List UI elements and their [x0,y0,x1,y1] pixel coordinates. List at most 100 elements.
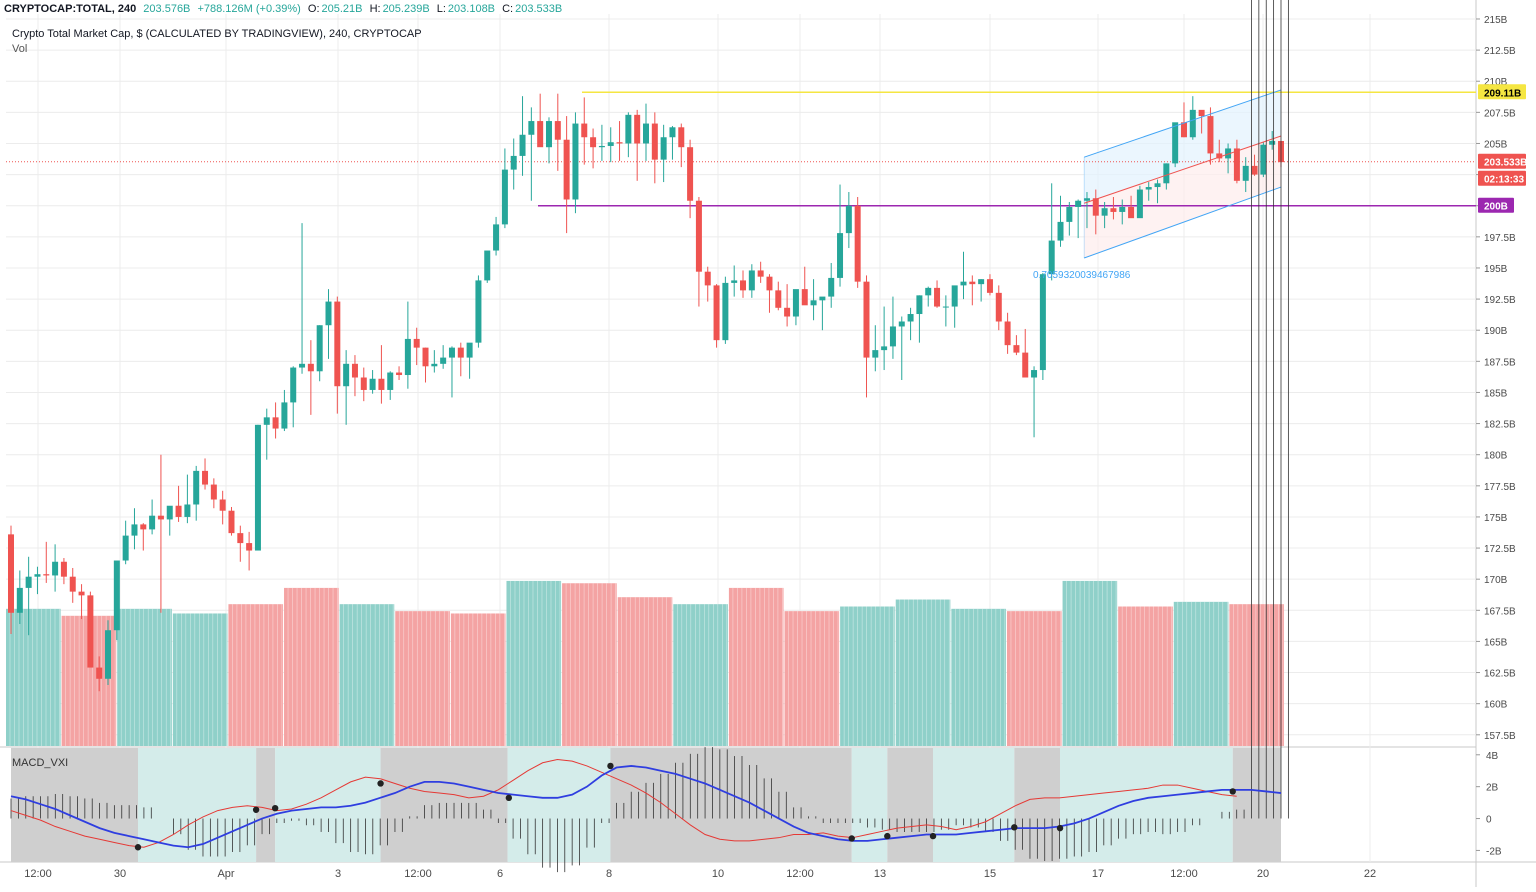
candle-body [25,576,32,588]
candle-body [784,307,791,317]
candle [210,478,217,509]
candle-body [387,372,394,390]
candle [951,285,958,328]
candle [1092,189,1099,235]
volume-bar [1173,601,1229,746]
macd-cross-point [1056,824,1064,832]
candle [942,295,949,327]
candle [863,275,870,398]
last-price-axis-label: 203.533B [1484,158,1527,169]
volume-bar [339,604,395,746]
candle-body [643,123,649,144]
candle [881,306,888,371]
low-value: 203.108B [447,3,496,15]
price-tick-label: 215B [1484,15,1508,26]
price-tick-label: 162.5B [1484,669,1516,680]
candle [1022,328,1029,378]
candle [343,350,350,425]
candle-body [713,285,720,341]
macd-line [10,765,1282,849]
volume-bar [6,608,61,746]
candle [25,556,32,636]
time-tick-label: 12:00 [24,868,52,880]
candle-body [872,350,879,358]
price-tick-label: 177.5B [1484,482,1516,493]
candle [651,112,658,184]
candle [34,566,41,595]
volume-bar [562,583,617,746]
candle-body [837,233,844,278]
candle-body [801,289,808,306]
candle [510,138,517,190]
channel-upper-fill [1084,89,1281,204]
chart-title[interactable]: Crypto Total Market Cap, $ (CALCULATED B… [12,28,422,40]
macd-label[interactable]: MACD_VXI [12,757,69,769]
candle [1216,139,1223,163]
candle-body [969,281,976,285]
countdown-axis-label-bg [1478,170,1526,186]
candle-body [1004,321,1011,346]
candle [722,276,729,344]
candle [193,465,200,521]
candle-body [942,306,949,308]
volume-bar [117,608,172,746]
time-tick-label: 3 [335,868,341,880]
candle [1163,163,1170,190]
open-value: 205.21B [321,3,363,15]
candle [219,490,226,525]
support-axis-label: 200B [1484,202,1508,213]
volume-bar [951,608,1006,746]
candle-body [237,533,244,544]
candle [157,454,164,613]
candle-body [748,270,755,291]
candle-body [678,127,685,148]
candle [78,584,85,620]
candle [995,285,1002,331]
candle-body [396,372,403,376]
candle-body [149,515,156,530]
candle-body [413,338,420,348]
candle [431,350,438,373]
high-label: H: [369,3,381,15]
candle-body [889,326,896,347]
candle [810,279,817,321]
candle [907,307,914,341]
candle [545,117,552,164]
candle-body [1172,122,1179,164]
time-tick-label: 8 [606,868,612,880]
macd-cross-point [848,835,855,842]
volume-label[interactable]: Vol [12,43,28,55]
candle-body [695,200,702,272]
candle [1269,131,1276,150]
symbol-label[interactable]: CRYPTOCAP:TOTAL, 240 [4,3,137,15]
candle [1145,182,1152,201]
candle [69,567,76,603]
candle [731,265,738,297]
candle [528,107,535,201]
macd-cross-point [134,844,142,851]
candle-body [1260,144,1267,175]
candle-body [1128,206,1135,219]
candle [554,93,561,171]
candle-body [934,287,941,307]
channel-ratio-label: 0.7059320039467986 [1033,270,1131,281]
candle-body [325,301,332,326]
candle-body [219,499,226,511]
candle [1260,142,1267,178]
candle [140,523,147,551]
candle-body [422,347,429,367]
candle [272,402,279,439]
candle-body [440,357,447,364]
candle-body [757,270,764,277]
candle-body [1013,345,1020,353]
candle-body [572,123,579,200]
candle-body [113,560,120,631]
candle [1101,201,1108,229]
price-tick-label: 157.5B [1484,731,1516,742]
candle-body [1039,274,1046,371]
candle [784,284,791,327]
volume-bar [728,587,784,746]
macd-shade-zone [507,748,611,862]
